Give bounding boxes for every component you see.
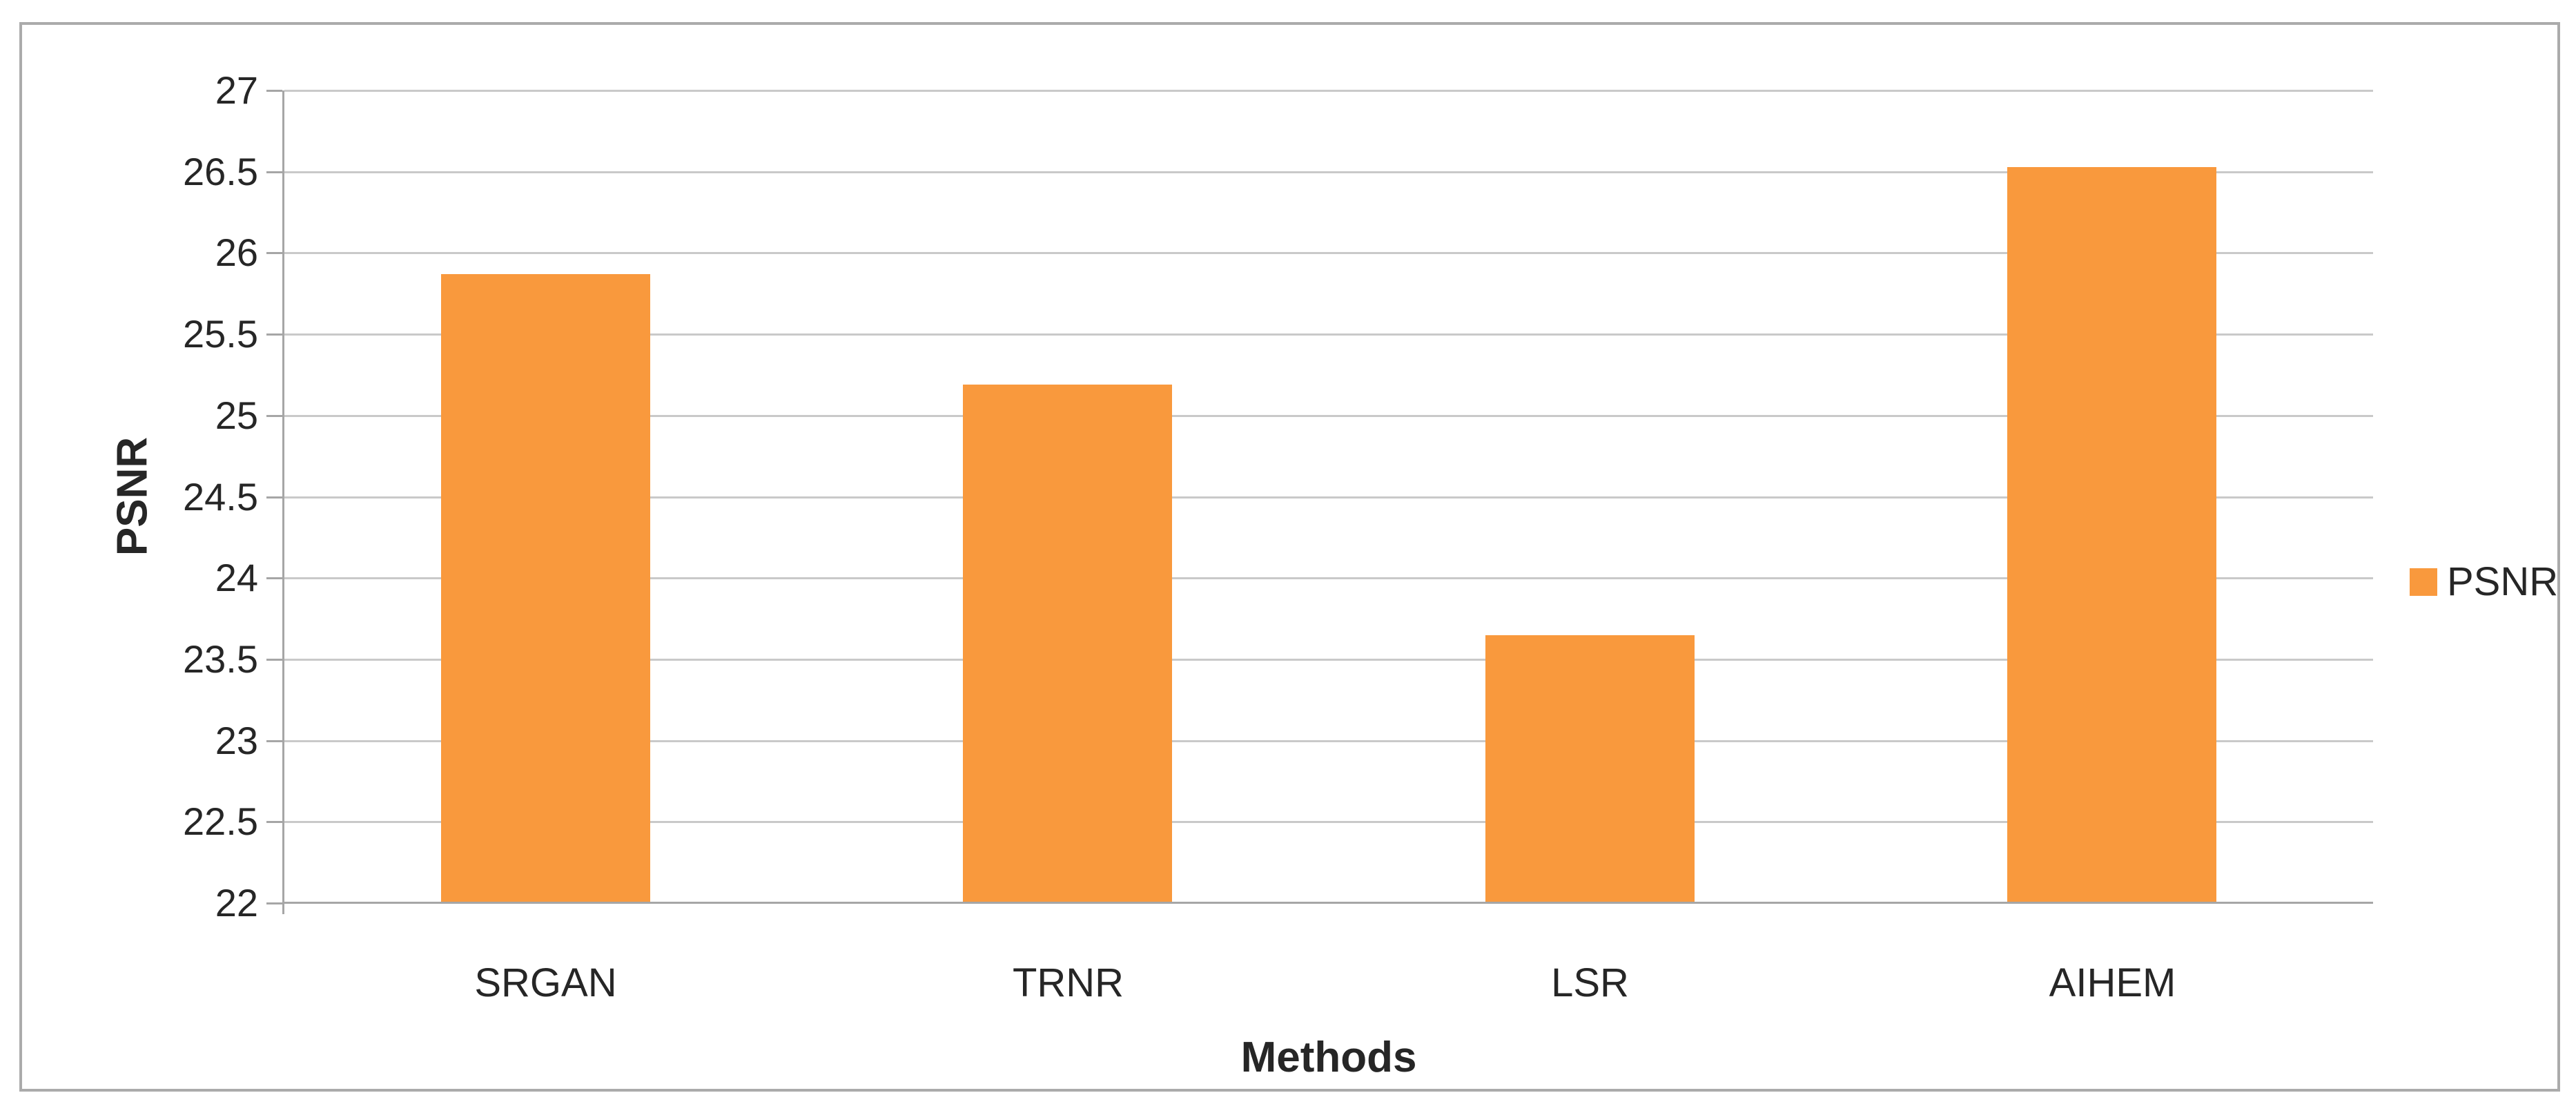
y-tick-label-26: 26 (215, 231, 258, 274)
gridline-y-26 (284, 252, 2373, 254)
legend-swatch-icon (2410, 568, 2437, 596)
gridline-y-27 (284, 90, 2373, 92)
y-tick-mark-22.5 (266, 821, 282, 823)
gridline-y-24 (284, 577, 2373, 579)
y-tick-mark-23 (266, 740, 282, 742)
bar-srgan (441, 274, 650, 902)
y-tick-label-24.5: 24.5 (183, 475, 258, 519)
y-tick-mark-24.5 (266, 496, 282, 499)
bar-aihem (2007, 167, 2216, 902)
y-axis-title: PSNR (108, 436, 157, 556)
x-category-label-aihem: AIHEM (2049, 960, 2176, 1005)
y-tick-mark-22 (266, 902, 282, 904)
y-tick-label-23.5: 23.5 (183, 637, 258, 681)
x-category-label-srgan: SRGAN (474, 960, 617, 1005)
y-tick-label-26.5: 26.5 (183, 150, 258, 193)
x-axis-line (282, 902, 2373, 904)
y-tick-label-24: 24 (215, 556, 258, 599)
gridline-y-23 (284, 740, 2373, 742)
y-tick-mark-25.5 (266, 333, 282, 336)
x-axis-title: Methods (1240, 1034, 1417, 1081)
gridline-y-25.5 (284, 333, 2373, 336)
gridline-y-25 (284, 415, 2373, 417)
gridline-y-24.5 (284, 496, 2373, 499)
y-tick-label-25.5: 25.5 (183, 312, 258, 356)
x-category-label-trnr: TRNR (1012, 960, 1124, 1005)
plot-area (266, 90, 2373, 914)
y-tick-mark-25 (266, 415, 282, 417)
y-tick-label-27: 27 (215, 68, 258, 112)
chart-figure: 27 26.5 26 25.5 25 24.5 24 23.5 23 22.5 22 SRGAN TR… (19, 22, 2560, 1092)
bar-trnr (963, 385, 1172, 902)
y-axis-tick-labels: 27 26.5 26 25.5 25 24.5 24 23.5 23 22.5 22 (22, 68, 258, 925)
y-tick-label-25: 25 (215, 394, 258, 437)
x-category-labels: SRGAN TRNR LSR AIHEM (284, 958, 2373, 1008)
y-tick-label-22.5: 22.5 (183, 800, 258, 843)
gridline-y-22.5 (284, 821, 2373, 823)
y-tick-mark-27 (266, 90, 282, 92)
y-tick-mark-23.5 (266, 659, 282, 661)
y-axis-line (282, 90, 284, 914)
y-tick-mark-24 (266, 577, 282, 579)
y-tick-label-22: 22 (215, 881, 258, 925)
bar-lsr (1485, 635, 1695, 902)
y-tick-mark-26.5 (266, 171, 282, 173)
y-tick-mark-26 (266, 252, 282, 254)
legend-label: PSNR (2447, 559, 2559, 604)
gridline-y-26.5 (284, 171, 2373, 173)
y-tick-label-23: 23 (215, 719, 258, 762)
gridline-y-23.5 (284, 659, 2373, 661)
legend: PSNR (2410, 558, 2558, 606)
x-category-label-lsr: LSR (1551, 960, 1629, 1005)
